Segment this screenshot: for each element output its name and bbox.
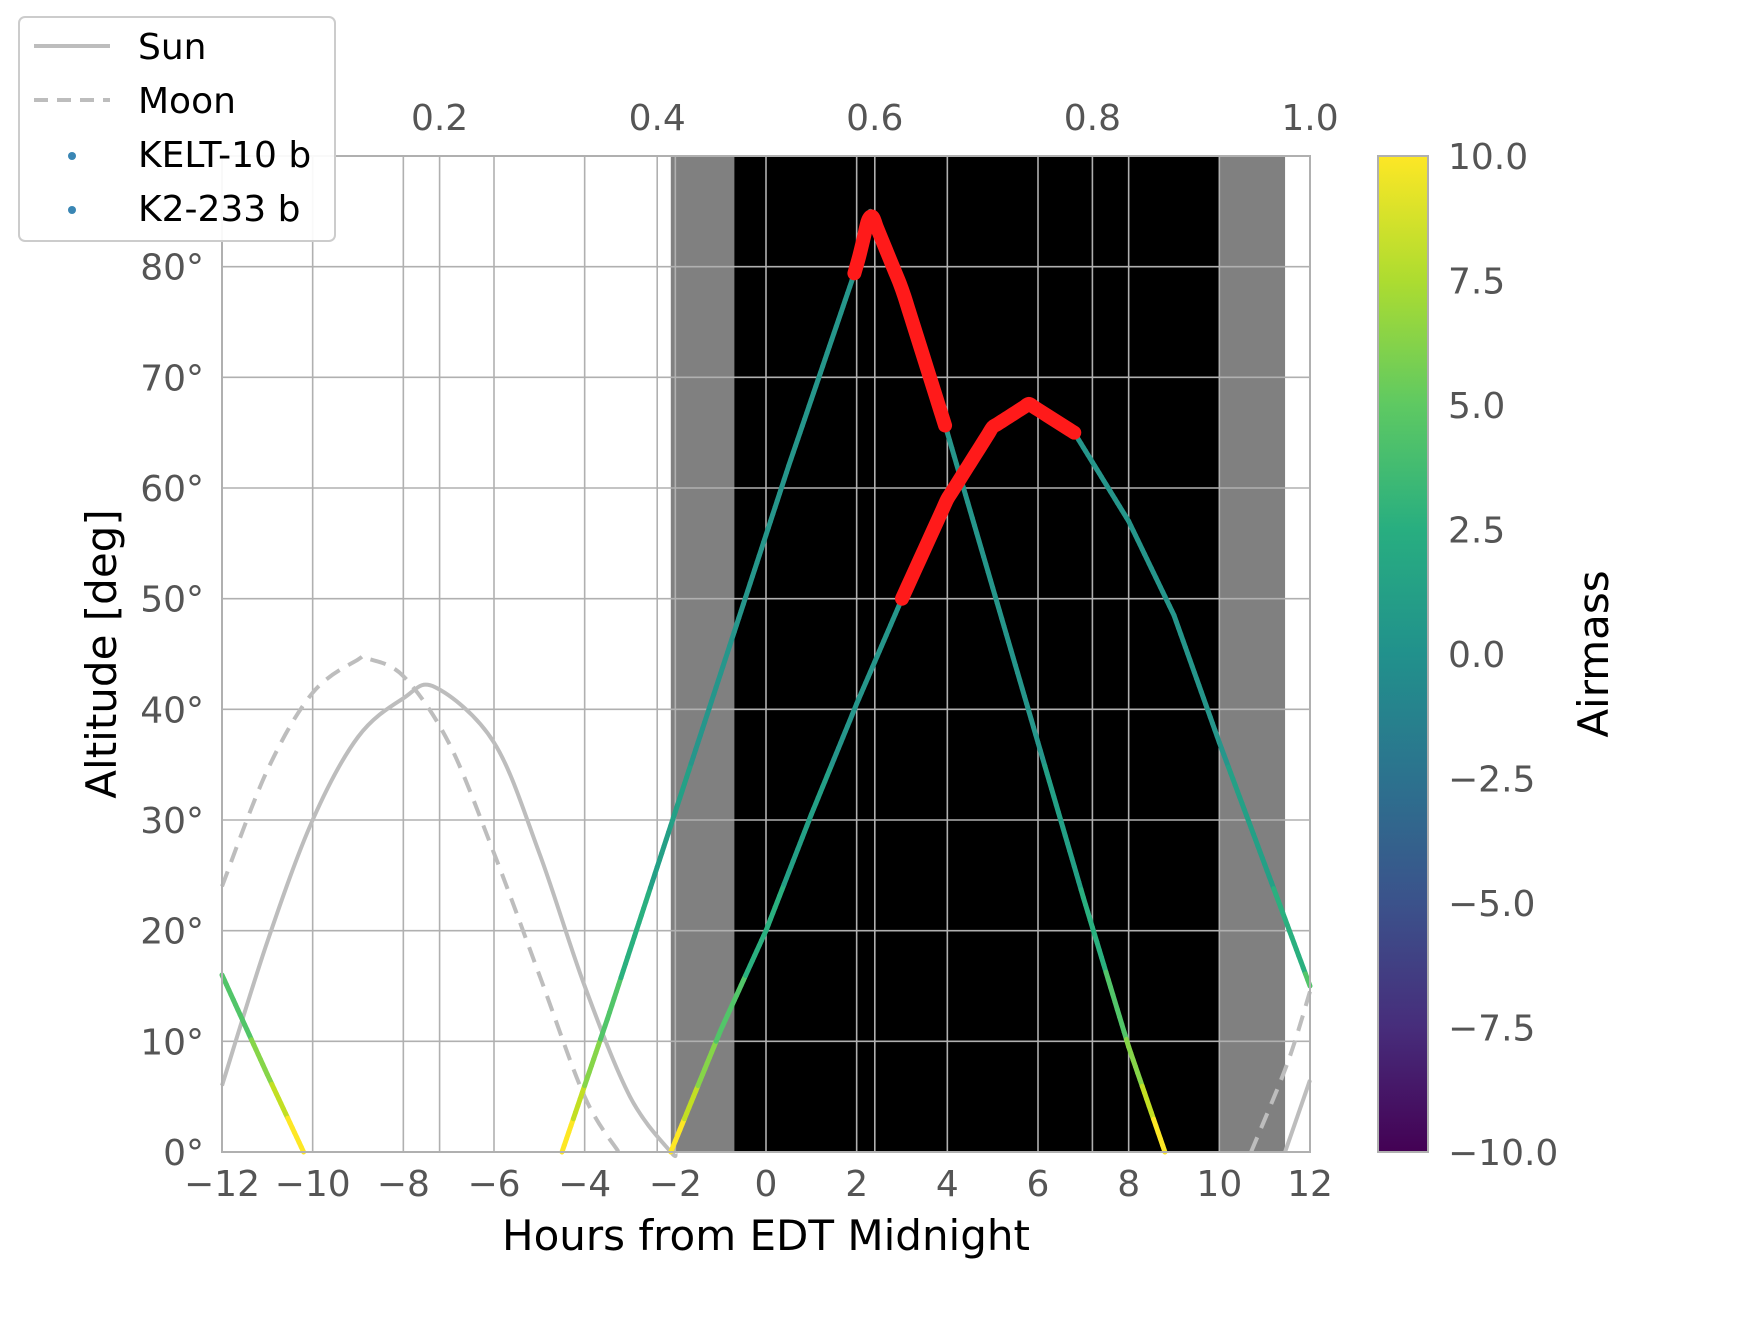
colorbar-tick-label: 5.0 [1448,386,1505,427]
y-tick-label: 30° [140,801,204,842]
top-tick-label: 1.0 [1281,98,1338,139]
series-line [220,682,678,1159]
colorbar: 10.0 7.5 5.0 2.5 0.0 −2.5 −5.0 −7.5 −10.0 Airmass [1377,137,1618,1174]
y-tick-label: 50° [140,580,204,621]
y-tick-label: 80° [140,248,204,289]
y-tick-label: 70° [140,358,204,399]
twilight-band [734,156,1220,1152]
legend-label: Moon [138,81,236,122]
colorbar-tick-label: −7.5 [1448,1009,1535,1050]
x-tick-label: 8 [1117,1164,1140,1205]
plot-frame [221,155,1311,1153]
transit-highlight [895,396,1082,606]
x-tick-label: 10 [1196,1164,1242,1205]
x-tick-label: 0 [755,1164,778,1205]
x-tick-label: −12 [184,1164,260,1205]
y-tick-label: 40° [140,690,204,731]
legend-label: Sun [138,27,206,68]
x-tick-label: −2 [649,1164,702,1205]
x-tick-label: −6 [467,1164,520,1205]
legend-label: K2-233 b [138,189,301,230]
y-tick-label: 10° [140,1022,204,1063]
y-axis-label: Altitude [deg] [77,509,126,798]
x-tick-label: 2 [845,1164,868,1205]
y-tick-label: 60° [140,469,204,510]
series-lines [219,208,1313,1159]
twilight-bands [670,156,1286,1152]
legend-dot-swatch [68,152,76,160]
y-tick-label: 0° [163,1133,204,1174]
series-line [220,653,621,1154]
top-tick-label: 0.2 [411,98,468,139]
series-segment [1160,1142,1168,1155]
series-line [1283,1079,1312,1153]
colorbar-tick-label: −2.5 [1448,760,1535,801]
colorbar-tick-label: 10.0 [1448,137,1528,178]
colorbar-tick-label: 0.0 [1448,635,1505,676]
colorbar-gradient [1377,155,1429,1153]
top-tick-label: 0.4 [629,98,686,139]
twilight-band [670,156,735,1152]
twilight-band [1219,156,1286,1152]
colorbar-tick-label: 7.5 [1448,262,1505,303]
x-tick-label: −8 [377,1164,430,1205]
x-tick-label: −4 [558,1164,611,1205]
legend-dot-swatch [68,206,76,214]
x-tick-label: 6 [1027,1164,1050,1205]
x-tick-label: 4 [936,1164,959,1205]
y-tick-label: 20° [140,912,204,953]
x-axis-label: Hours from EDT Midnight [502,1211,1030,1260]
x-tick-label: −10 [275,1164,351,1205]
axes: −12 −10 −8 −6 −4 −2 0 2 4 6 8 10 12 0.2 0.4 0.6 0.8 1.0 0°… [77,98,1339,1260]
legend-label: KELT-10 b [138,135,311,176]
legend-box [18,16,336,242]
colorbar-label: Airmass [1569,570,1618,737]
colorbar-tick-label: −10.0 [1448,1133,1558,1174]
colorbar-tick-label: 2.5 [1448,511,1505,552]
legend: Sun Moon KELT-10 b K2-233 b [18,16,336,242]
top-tick-label: 0.8 [1064,98,1121,139]
x-tick-label: 12 [1287,1164,1333,1205]
top-tick-label: 0.6 [846,98,903,139]
colorbar-tick-label: −5.0 [1448,884,1535,925]
transit-highlight [847,209,953,433]
